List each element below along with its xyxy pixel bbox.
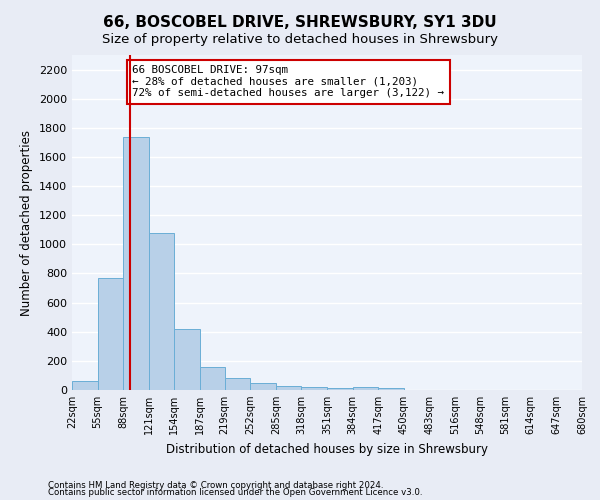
Y-axis label: Number of detached properties: Number of detached properties xyxy=(20,130,34,316)
Bar xyxy=(276,386,301,390)
Text: Size of property relative to detached houses in Shrewsbury: Size of property relative to detached ho… xyxy=(102,32,498,46)
Bar xyxy=(98,278,123,390)
Bar xyxy=(353,387,378,390)
Bar xyxy=(72,382,98,390)
Text: Contains HM Land Registry data © Crown copyright and database right 2024.: Contains HM Land Registry data © Crown c… xyxy=(48,480,383,490)
Bar xyxy=(378,388,404,390)
Text: 66, BOSCOBEL DRIVE, SHREWSBURY, SY1 3DU: 66, BOSCOBEL DRIVE, SHREWSBURY, SY1 3DU xyxy=(103,15,497,30)
Bar xyxy=(224,378,250,390)
Text: 66 BOSCOBEL DRIVE: 97sqm
← 28% of detached houses are smaller (1,203)
72% of sem: 66 BOSCOBEL DRIVE: 97sqm ← 28% of detach… xyxy=(133,65,445,98)
Bar xyxy=(200,368,224,390)
Text: Contains public sector information licensed under the Open Government Licence v3: Contains public sector information licen… xyxy=(48,488,422,497)
Bar xyxy=(327,388,353,390)
Bar xyxy=(175,329,200,390)
Bar xyxy=(123,136,149,390)
Bar xyxy=(301,387,327,390)
Bar xyxy=(250,384,276,390)
X-axis label: Distribution of detached houses by size in Shrewsbury: Distribution of detached houses by size … xyxy=(166,442,488,456)
Bar xyxy=(149,234,175,390)
